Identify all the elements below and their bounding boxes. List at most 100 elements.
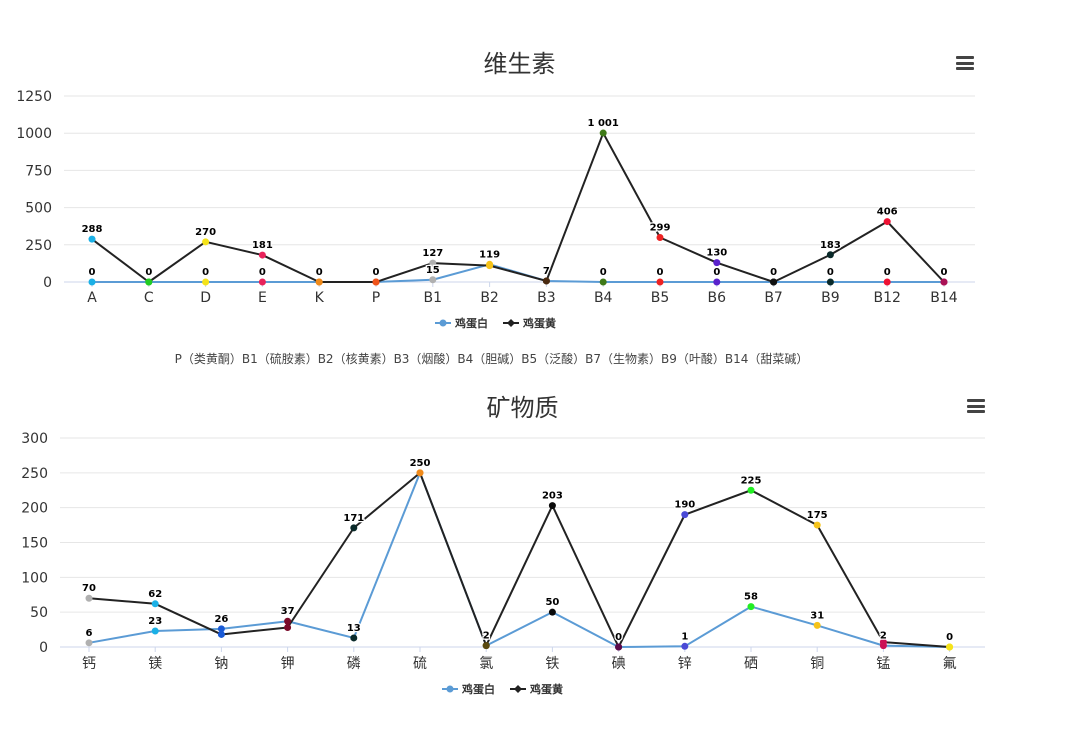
series-line-egg-yolk (91, 132, 945, 283)
y-tick-label: 0 (43, 275, 52, 291)
data-label: 130 (706, 248, 727, 259)
data-label: 31 (810, 610, 824, 621)
y-tick-label: 750 (25, 163, 52, 179)
x-tick-label: B7 (764, 290, 783, 306)
data-point (372, 278, 380, 286)
data-point (770, 278, 778, 286)
data-point (284, 623, 292, 631)
data-label: 0 (615, 632, 622, 643)
legend-item[interactable]: 鸡蛋黄 (503, 316, 556, 330)
data-label: 270 (195, 227, 216, 238)
data-point (217, 630, 225, 638)
data-point (350, 634, 358, 642)
data-label: 0 (89, 267, 96, 278)
data-point (350, 524, 358, 532)
data-label: 171 (343, 513, 364, 524)
y-tick-label: 250 (21, 466, 48, 482)
y-tick-label: 100 (21, 570, 48, 586)
data-label: 183 (820, 240, 841, 251)
data-point (940, 278, 948, 286)
mineral-chart: 矿物质 0 50 100 150 200 250 300 钙镁钠钾磷硫氯铁碘锌硒铜锰氟 6 23 26… (0, 380, 1080, 755)
data-label: 190 (674, 500, 695, 511)
data-label: 13 (347, 623, 361, 634)
x-tick-label: 氟 (943, 656, 957, 672)
data-point (656, 234, 664, 242)
legend-marker (514, 685, 522, 693)
data-label: 58 (744, 592, 758, 603)
x-tick-label: 氯 (479, 656, 493, 672)
data-point (416, 469, 424, 477)
data-point (826, 251, 834, 259)
data-point (258, 278, 266, 286)
data-label: 23 (148, 616, 162, 627)
legend-item[interactable]: 鸡蛋黄 (510, 682, 563, 696)
x-tick-label: B14 (930, 290, 958, 306)
data-point (813, 621, 821, 629)
legend-label: 鸡蛋白 (454, 316, 488, 330)
data-point (284, 617, 292, 625)
hamburger-menu-icon[interactable] (956, 56, 974, 70)
data-point (88, 278, 96, 286)
data-label: 175 (807, 510, 828, 521)
data-point (258, 251, 266, 259)
y-tick-label: 500 (25, 201, 52, 217)
data-point (315, 278, 323, 286)
x-tick-label: 硒 (744, 656, 758, 672)
data-label: 26 (214, 614, 228, 625)
data-point (656, 278, 664, 286)
y-tick-label: 200 (21, 501, 48, 517)
data-point (599, 129, 607, 137)
data-point (599, 278, 607, 286)
x-tick-label: B6 (708, 290, 727, 306)
data-label: 0 (145, 267, 152, 278)
x-tick-label: 磷 (347, 656, 361, 672)
y-tick-label: 150 (21, 536, 48, 552)
series-line-egg-white (88, 471, 950, 648)
vitamin-chart: 维生素 0 250 500 750 1000 1250 A C D E K P B1 B2 B3 B4 B5 B6 B… (0, 0, 1080, 345)
x-tick-label: 钾 (281, 656, 295, 672)
data-label: 0 (259, 267, 266, 278)
data-point (883, 218, 891, 226)
data-point (202, 238, 210, 246)
legend-marker (446, 685, 454, 693)
data-label: 0 (941, 267, 948, 278)
data-label: 50 (545, 597, 559, 608)
data-point (883, 278, 891, 286)
x-tick-label: 钙 (82, 656, 96, 672)
data-label: 15 (426, 265, 440, 276)
legend-marker (439, 319, 447, 327)
data-label: 0 (373, 267, 380, 278)
legend-item[interactable]: 鸡蛋白 (435, 316, 488, 330)
data-point (85, 639, 93, 647)
data-point (548, 502, 556, 510)
legend-marker (507, 319, 515, 327)
data-label: 6 (86, 628, 93, 639)
data-point (747, 486, 755, 494)
data-point (482, 642, 490, 650)
data-label: 0 (946, 632, 953, 643)
hamburger-menu-icon[interactable] (967, 399, 985, 413)
legend: 鸡蛋白 鸡蛋黄 (435, 316, 556, 330)
data-point (946, 643, 954, 651)
x-tick-label: A (87, 290, 97, 306)
data-point (713, 259, 721, 267)
x-tick-label: B3 (537, 290, 556, 306)
vitamin-abbreviation-note: P（类黄酮）B1（硫胺素）B2（核黄素）B3（烟酸）B4（胆碱）B5（泛酸）B7… (174, 352, 809, 366)
data-point (681, 642, 689, 650)
legend-label: 鸡蛋黄 (522, 316, 556, 330)
x-tick-label: B2 (480, 290, 499, 306)
data-label: 0 (373, 267, 380, 278)
x-tick-label: K (315, 290, 325, 306)
x-tick-label: D (200, 290, 211, 306)
data-point (681, 511, 689, 519)
data-point (145, 278, 153, 286)
data-point (486, 262, 494, 270)
data-label: 119 (479, 249, 500, 260)
data-point (202, 278, 210, 286)
y-tick-label: 0 (39, 640, 48, 656)
x-tick-label: B9 (821, 290, 840, 306)
data-label: 2 (483, 631, 490, 642)
data-point (747, 603, 755, 611)
legend-item[interactable]: 鸡蛋白 (442, 682, 495, 696)
data-label: 0 (202, 267, 209, 278)
